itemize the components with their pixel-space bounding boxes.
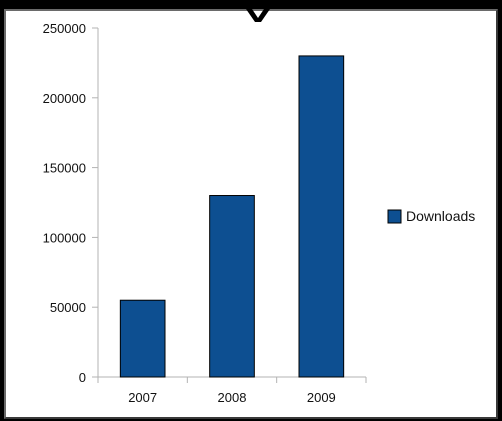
y-tick-label: 200000 — [43, 91, 86, 106]
bars — [120, 56, 343, 377]
legend-label: Downloads — [406, 208, 475, 224]
x-tick-label: 2009 — [307, 390, 336, 405]
legend-swatch — [388, 210, 401, 223]
y-axis: 0 50000 100000 150000 200000 250000 — [43, 21, 98, 385]
x-axis: 2007 2008 2009 — [98, 377, 366, 405]
y-tick-label: 0 — [79, 370, 86, 385]
y-tick-label: 150000 — [43, 161, 86, 176]
x-tick-label: 2008 — [218, 390, 247, 405]
bar-2009 — [299, 56, 344, 377]
y-tick-label: 250000 — [43, 21, 86, 36]
x-tick-label: 2007 — [128, 390, 157, 405]
y-tick-label: 100000 — [43, 230, 86, 245]
bar-2007 — [120, 300, 165, 377]
legend: Downloads — [388, 208, 475, 224]
bar-2008 — [210, 196, 255, 377]
y-tick-label: 50000 — [50, 300, 86, 315]
chart-panel: 0 50000 100000 150000 200000 250000 2007 2008 2… — [4, 9, 498, 419]
